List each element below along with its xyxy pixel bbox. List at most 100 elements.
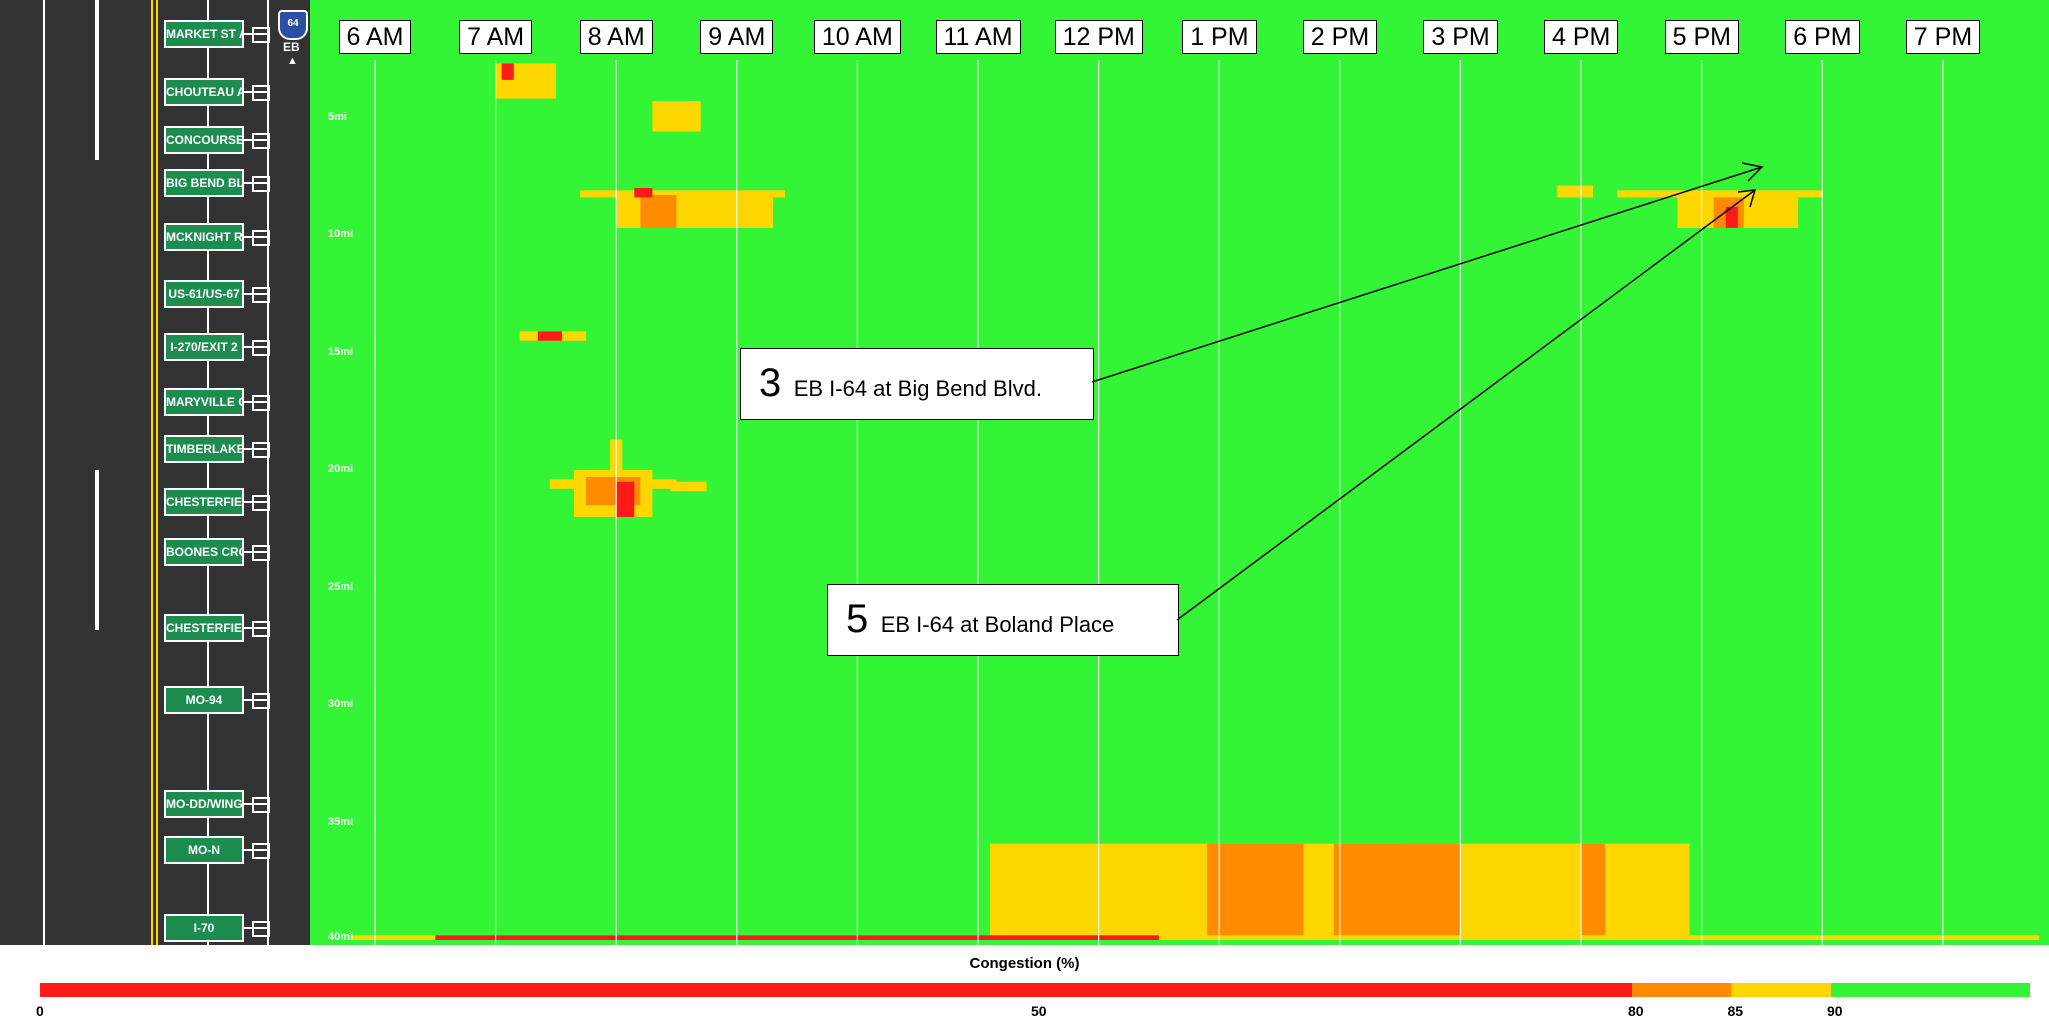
exit-sign: MCKNIGHT R <box>164 223 244 251</box>
exit-connector <box>244 401 270 403</box>
time-tick-label: 5 PM <box>1664 20 1739 54</box>
exit-connector <box>244 139 270 141</box>
congestion-heatmap: 6 AM 7 AM 8 AM 9 AM 10 AM 11 AM 12 PM 1 PM 2 PM 3… <box>310 0 2049 945</box>
exit-ramp-marker <box>252 287 270 303</box>
congestion-cell <box>652 101 701 132</box>
mile-tick-label: 25mi <box>328 580 354 593</box>
time-tick-label: 1 PM <box>1182 20 1257 54</box>
exit-ramp-marker <box>252 693 270 709</box>
congestion-cell <box>1617 190 1823 198</box>
exit-sign: CHESTERFIEI <box>164 614 244 642</box>
legend-bar <box>40 983 2030 997</box>
exit-connector <box>244 448 270 450</box>
legend-tick-label: 50 <box>1031 1003 1047 1019</box>
exit-ramp-marker <box>252 133 270 149</box>
exit-connector <box>244 627 270 629</box>
congestion-cell <box>1400 843 1461 940</box>
time-tick-label: 11 AM <box>935 20 1021 54</box>
exit-sign: MARKET ST A <box>164 20 244 48</box>
exit-ramp-marker <box>252 545 270 561</box>
exit-ramp-marker <box>252 340 270 356</box>
direction-label: EB <box>283 40 300 54</box>
callout-text: EB I-64 at Boland Place <box>880 612 1115 637</box>
heatmap-canvas <box>350 60 2040 945</box>
exit-sign: MO-94 <box>164 686 244 714</box>
congestion-cell <box>580 190 786 198</box>
exit-connector <box>244 346 270 348</box>
exit-ramp-marker <box>252 621 270 637</box>
congestion-cell <box>537 331 562 341</box>
exit-sign: CHOUTEAU A <box>164 78 244 106</box>
legend-tick-label: 0 <box>36 1003 44 1019</box>
congestion-cell <box>1556 185 1594 198</box>
mile-tick-label: 20mi <box>328 463 354 475</box>
exit-ramp-marker <box>252 442 270 458</box>
interstate-number: 64 <box>287 18 299 29</box>
exit-connector <box>244 803 270 805</box>
time-tick-label: 8 AM <box>579 20 653 54</box>
legend-segment <box>40 983 1632 997</box>
highway-strip: 64 EB ▲ MARKET ST A CHOUTEAU A CONCOURSE BI… <box>0 0 310 945</box>
exit-connector <box>244 182 270 184</box>
color-legend: Congestion (%) <box>0 945 2049 1018</box>
exit-ramp-marker <box>252 797 270 813</box>
mile-tick-label: 30mi <box>328 698 354 710</box>
congestion-cell <box>1207 843 1304 940</box>
mile-tick-label: 10mi <box>328 228 354 240</box>
exit-ramp-marker <box>252 395 270 411</box>
time-tick-label: 7 AM <box>459 20 533 54</box>
exit-ramp-marker <box>252 843 270 859</box>
mile-tick-label: 35mi <box>328 815 354 828</box>
exit-ramp-marker <box>252 230 270 246</box>
mile-tick-label: 15mi <box>328 345 354 358</box>
exit-ramp-marker <box>252 85 270 101</box>
congestion-cell <box>670 481 707 492</box>
legend-title: Congestion (%) <box>969 955 1080 972</box>
interstate-shield-icon: 64 <box>278 10 308 40</box>
exit-connector <box>244 849 270 851</box>
time-tick-label: 9 AM <box>700 20 774 54</box>
exit-sign: US-61/US-67 <box>164 280 244 308</box>
mile-tick-label: 40mi <box>328 931 354 943</box>
time-tick-label: 12 PM <box>1054 20 1143 54</box>
exit-connector <box>244 236 270 238</box>
congestion-cell <box>634 188 653 198</box>
exit-connector <box>244 551 270 553</box>
callout-text: EB I-64 at Big Bend Blvd. <box>793 376 1042 401</box>
legend-segment <box>1632 983 1732 997</box>
exit-sign: I-270/EXIT 2 <box>164 333 244 361</box>
congestion-cell <box>616 195 773 228</box>
exit-connector <box>244 501 270 503</box>
congestion-cell <box>640 195 677 228</box>
legend-segment <box>1831 983 2030 997</box>
exit-sign: BOONES CRO <box>164 538 244 566</box>
congestion-cell <box>350 935 2040 940</box>
exit-ramp-marker <box>252 176 270 192</box>
exit-connector <box>244 927 270 929</box>
callout-big-bend: 3 EB I-64 at Big Bend Blvd. <box>740 348 1094 420</box>
legend-tick-label: 90 <box>1827 1003 1843 1019</box>
legend-tick-label: 85 <box>1727 1003 1744 1019</box>
exit-connector <box>244 293 270 295</box>
exit-ramp-marker <box>252 921 270 937</box>
exit-ramp-marker <box>252 27 270 43</box>
exit-connector <box>244 91 270 93</box>
mile-tick-label: 5mi <box>328 110 347 123</box>
exit-connector <box>244 699 270 701</box>
exit-sign: MO-DD/WING <box>164 790 244 818</box>
time-tick-label: 10 AM <box>813 20 901 54</box>
legend-tick-label: 80 <box>1628 1003 1644 1019</box>
direction-arrow-icon: ▲ <box>287 55 298 67</box>
time-tick-label: 6 PM <box>1785 20 1860 54</box>
exit-sign: BIG BEND BL <box>164 169 244 197</box>
legend-segment <box>1731 983 1831 997</box>
exit-ramp-marker <box>252 495 270 511</box>
time-tick-label: 6 AM <box>338 20 412 54</box>
congestion-cell <box>616 481 635 517</box>
time-tick-label: 3 PM <box>1423 20 1498 54</box>
road-lanes <box>0 0 310 945</box>
exit-sign: TIMBERLAKE <box>164 435 244 463</box>
exit-sign: MARYVILLE C <box>164 388 244 416</box>
time-tick-label: 2 PM <box>1302 20 1378 54</box>
exit-sign: I-70 <box>164 914 244 942</box>
